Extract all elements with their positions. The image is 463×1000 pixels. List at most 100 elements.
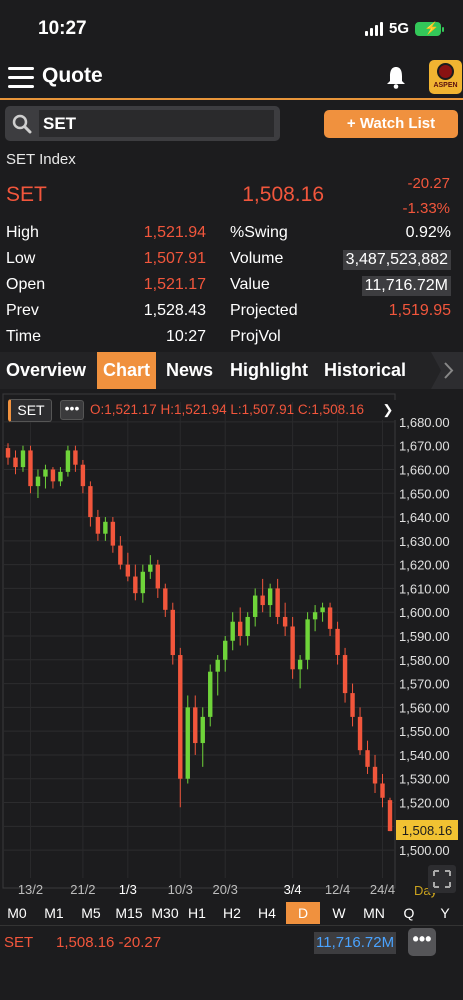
logo-emblem-icon: [437, 63, 454, 80]
timeframe-h4[interactable]: H4: [258, 905, 276, 921]
tab-highlight[interactable]: Highlight: [230, 360, 308, 380]
last-price-marker: [396, 820, 458, 840]
stat-label: Volume: [230, 250, 284, 267]
candle: [237, 607, 243, 646]
price-chart[interactable]: 1,680.00 1,670.00 1,660.00 1,650.00 1,640.00…: [0, 392, 463, 900]
ticker-value: 11,716.72M: [314, 932, 397, 954]
timeframe-d[interactable]: D: [286, 902, 320, 924]
symbol-label: SET: [6, 183, 47, 206]
candle: [155, 559, 161, 598]
timeframe-h2[interactable]: H2: [223, 905, 241, 921]
status-indicators: 5G ⚡: [364, 20, 444, 37]
bell-icon[interactable]: [384, 64, 408, 90]
aspen-logo[interactable]: ASPEN: [429, 60, 462, 94]
menu-icon[interactable]: [8, 67, 34, 89]
timeframe-m1[interactable]: M1: [44, 905, 64, 921]
stat-label: High: [6, 224, 39, 241]
y-tick-label: 1,600.00: [399, 605, 450, 620]
y-tick-label: 1,530.00: [399, 772, 450, 787]
y-tick-label: 1,660.00: [399, 462, 450, 477]
candle: [140, 564, 146, 603]
chart-grid: [4, 402, 395, 878]
candle: [103, 517, 108, 541]
timeframe-m15[interactable]: M15: [115, 905, 143, 921]
stat-label: Low: [6, 250, 36, 267]
candle: [380, 773, 385, 808]
fullscreen-icon[interactable]: [428, 865, 456, 893]
ohlc-readout: O:1,521.17 H:1,521.94 L:1,507.91 C:1,508…: [90, 402, 364, 417]
tab-news[interactable]: News: [166, 360, 214, 380]
index-name: SET Index: [6, 151, 76, 168]
candle: [275, 578, 280, 625]
chevron-right-icon[interactable]: ❯: [380, 400, 396, 420]
tab-historical[interactable]: Historical: [324, 360, 407, 380]
candle: [387, 797, 393, 832]
candle: [335, 621, 340, 665]
timeframe-m30[interactable]: M30: [151, 905, 179, 921]
stat-label: Prev: [6, 302, 39, 319]
candle: [178, 647, 183, 808]
candle: [170, 602, 175, 665]
stat-label: Time: [6, 328, 41, 345]
y-tick-label: 1,650.00: [399, 486, 450, 501]
ticker-symbol[interactable]: SET: [4, 934, 34, 951]
y-tick-label: 1,590.00: [399, 629, 450, 644]
y-tick-label: 1,680.00: [399, 415, 450, 430]
y-tick-label: 1,520.00: [399, 796, 450, 811]
stat-row: High 1,521.94 %Swing 0.92%: [0, 224, 463, 250]
candle: [133, 564, 138, 601]
timeframe-m5[interactable]: M5: [81, 905, 101, 921]
candle: [290, 616, 295, 679]
status-time: 10:27: [38, 18, 87, 39]
candle: [43, 464, 48, 489]
stat-value: 1,528.43: [143, 302, 206, 319]
candle: [5, 443, 11, 465]
stat-value: 1,507.91: [143, 250, 206, 267]
chevron-right-icon: [419, 352, 454, 389]
y-tick-label: 1,630.00: [399, 534, 450, 549]
search-icon: [12, 114, 32, 134]
candle: [267, 583, 273, 617]
timeframe-q[interactable]: Q: [403, 905, 415, 921]
timeframe-mn[interactable]: MN: [363, 905, 385, 921]
stat-value: 3,487,523,882: [342, 250, 451, 270]
candle: [365, 740, 370, 774]
timeframe-w[interactable]: W: [332, 905, 346, 921]
status-bar: 10:27 5G ⚡: [0, 0, 463, 58]
candle: [13, 450, 18, 475]
tab-chart[interactable]: Chart: [97, 352, 157, 389]
timeframe-m0[interactable]: M0: [7, 905, 27, 921]
price-change-percent: -1.33%: [402, 200, 450, 217]
y-tick-label: 1,640.00: [399, 510, 450, 525]
more-options-button[interactable]: •••: [408, 928, 436, 956]
candle: [372, 754, 378, 794]
stat-value: 1,521.17: [143, 276, 206, 293]
y-tick-label: 1,620.00: [399, 558, 450, 573]
x-axis: 13/2 21/2 1/3 10/3 20/3 3/4 12/4 24/4: [18, 882, 395, 897]
app-header: Quote ASPEN: [0, 58, 463, 100]
signal-icon: [364, 21, 383, 36]
x-tick-label: 20/3: [213, 882, 238, 897]
chart-symbol-selector[interactable]: SET: [8, 399, 52, 422]
candle: [320, 602, 325, 622]
search-input[interactable]: [39, 110, 274, 137]
timeframe-y[interactable]: Y: [440, 905, 450, 921]
stat-label: %Swing: [230, 224, 288, 241]
chart-options-button[interactable]: •••: [60, 400, 84, 420]
candle: [342, 647, 348, 703]
y-tick-label: 1,550.00: [399, 724, 450, 739]
network-type: 5G: [388, 20, 409, 37]
y-tick-label: 1,500.00: [399, 843, 450, 858]
candle: [230, 612, 235, 651]
candle: [88, 481, 93, 527]
symbol-search[interactable]: [5, 106, 280, 141]
tab-overview[interactable]: Overview: [6, 360, 87, 380]
tab-scroll-right[interactable]: [419, 352, 463, 389]
candle: [58, 467, 63, 487]
chart-toolbar: SET ••• O:1,521.17 H:1,521.94 L:1,507.91…: [4, 398, 396, 424]
stat-label: Value: [230, 276, 270, 293]
bottom-ticker: SET 1,508.16 -20.27 11,716.72M •••: [0, 925, 463, 958]
candle: [35, 469, 41, 499]
watch-list-button[interactable]: + Watch List: [324, 110, 458, 138]
timeframe-h1[interactable]: H1: [188, 905, 206, 921]
